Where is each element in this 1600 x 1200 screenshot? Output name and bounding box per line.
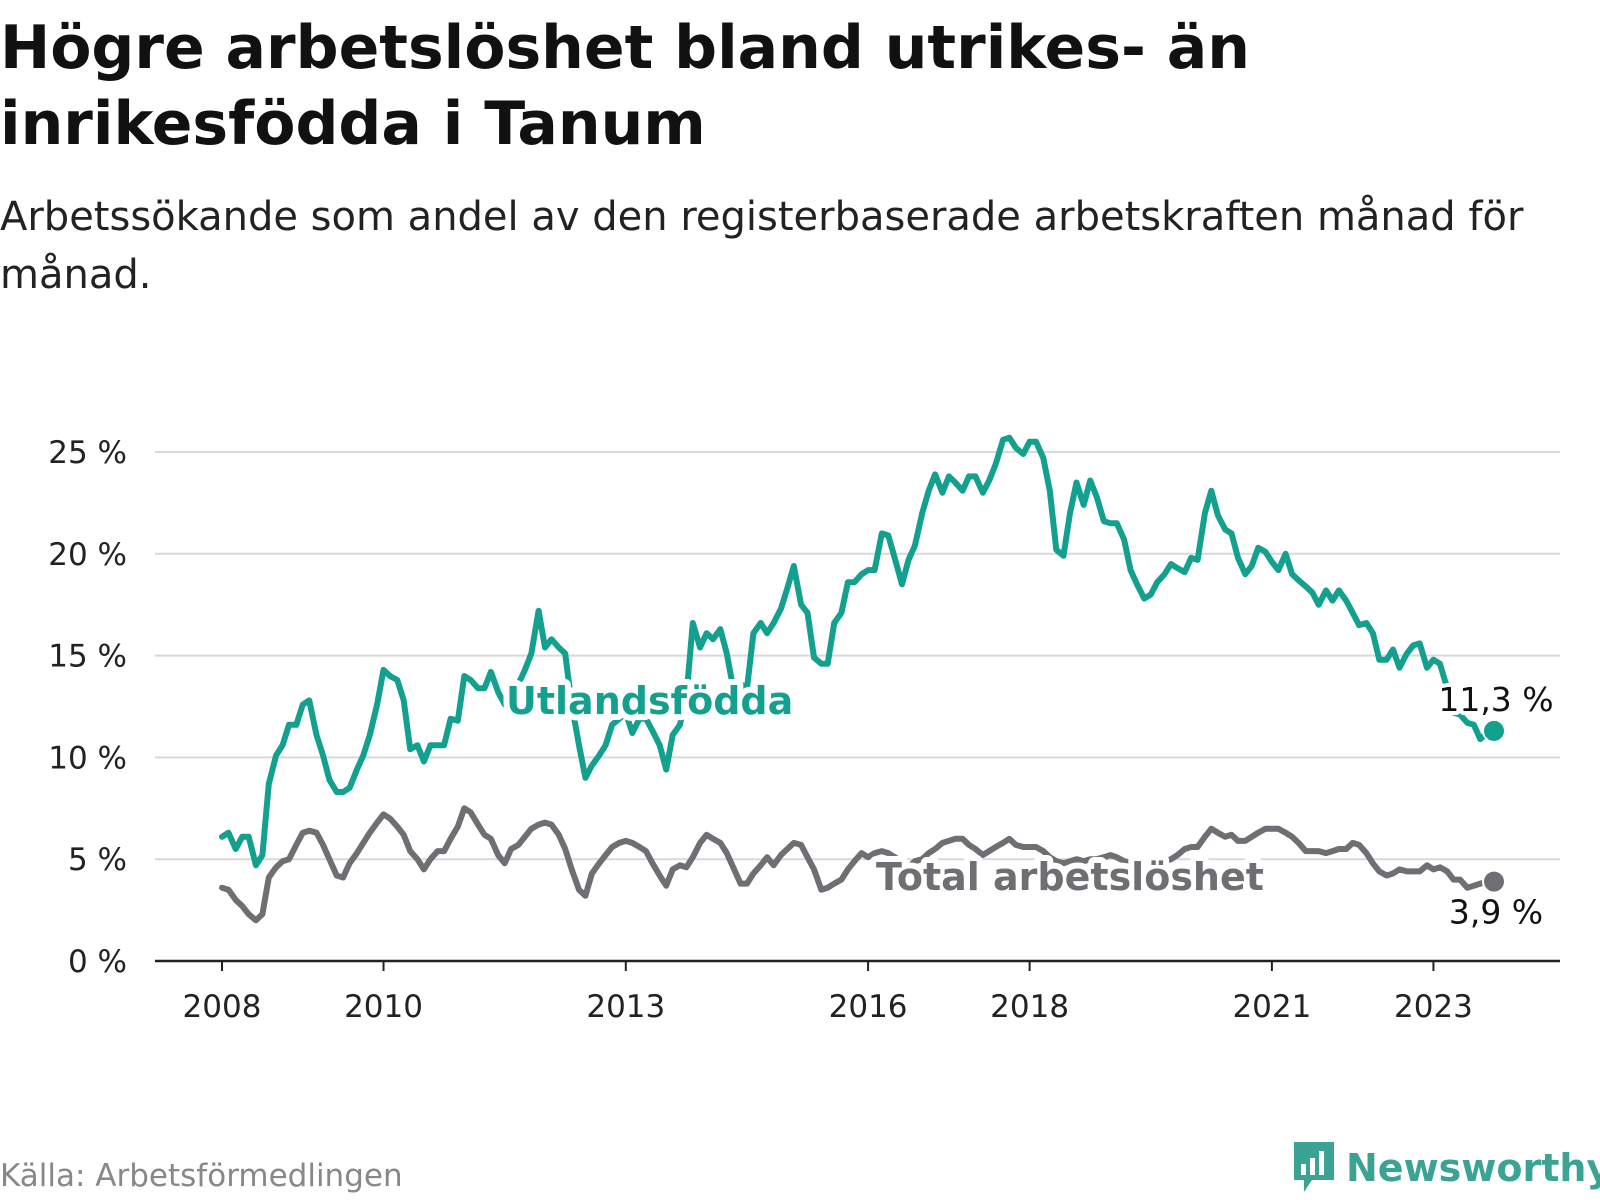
y-tick-label: 25 % [48, 435, 127, 471]
x-tick-label: 2016 [829, 989, 908, 1025]
foreign-born-end-marker [1482, 718, 1506, 743]
series-label-foreign-born: Utlandsfödda [506, 679, 793, 723]
y-tick-label: 5 % [68, 842, 127, 878]
brand-name: Newsworthy [1346, 1146, 1600, 1190]
end-label-total: 3,9 % [1449, 893, 1543, 932]
series-label-total: Total arbetslöshet [876, 855, 1264, 899]
y-tick-label: 15 % [48, 639, 127, 675]
chart-title: Högre arbetslöshet bland utrikes- än inr… [0, 13, 1250, 159]
x-tick-label: 2018 [990, 989, 1069, 1025]
x-tick-label: 2013 [586, 989, 665, 1025]
total-unemployment-end-marker [1482, 869, 1506, 894]
y-tick-label: 10 % [48, 740, 127, 776]
source-note: Källa: Arbetsförmedlingen [0, 1158, 403, 1194]
y-tick-label: 0 % [68, 944, 127, 980]
y-tick-label: 20 % [48, 537, 127, 573]
chart-subtitle: Arbetssökande som andel av den registerb… [0, 194, 1524, 298]
total-unemployment-line [219, 805, 1497, 924]
foreign-born-line [219, 434, 1497, 869]
x-tick-label: 2008 [183, 989, 262, 1025]
x-tick-label: 2023 [1394, 989, 1473, 1025]
x-tick-label: 2010 [344, 989, 423, 1025]
brand-logo[interactable]: Newsworthy [1290, 1140, 1600, 1196]
x-tick-label: 2021 [1232, 989, 1311, 1025]
end-label-foreign-born: 11,3 % [1438, 680, 1553, 719]
newsworthy-logo-icon [1294, 1142, 1334, 1192]
